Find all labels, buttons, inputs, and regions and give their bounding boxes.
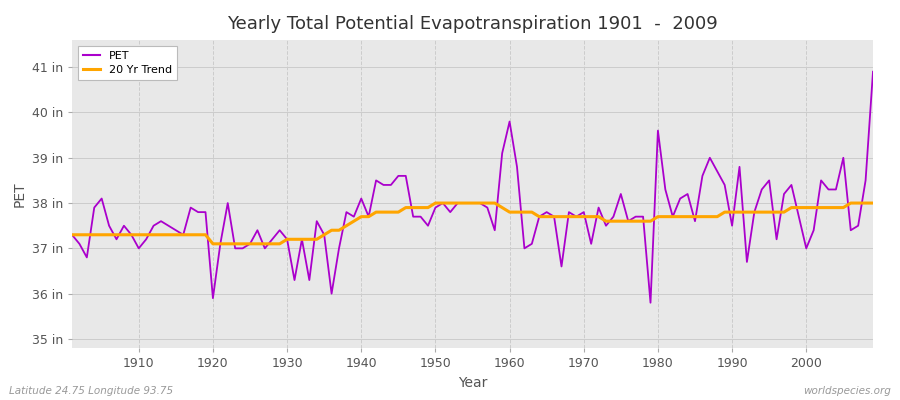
20 Yr Trend xyxy=(126,232,137,237)
Y-axis label: PET: PET xyxy=(13,181,26,207)
Line: PET: PET xyxy=(72,72,873,303)
Title: Yearly Total Potential Evapotranspiration 1901  -  2009: Yearly Total Potential Evapotranspiratio… xyxy=(227,15,718,33)
PET xyxy=(868,69,878,74)
X-axis label: Year: Year xyxy=(458,376,487,390)
20 Yr Trend xyxy=(67,232,77,237)
PET xyxy=(504,119,515,124)
PET xyxy=(289,278,300,282)
20 Yr Trend xyxy=(296,237,307,242)
PET xyxy=(334,246,345,251)
Text: worldspecies.org: worldspecies.org xyxy=(803,386,891,396)
20 Yr Trend xyxy=(341,223,352,228)
20 Yr Trend xyxy=(511,210,522,214)
20 Yr Trend xyxy=(430,201,441,206)
PET xyxy=(645,300,656,305)
Text: Latitude 24.75 Longitude 93.75: Latitude 24.75 Longitude 93.75 xyxy=(9,386,173,396)
PET xyxy=(497,151,508,156)
Legend: PET, 20 Yr Trend: PET, 20 Yr Trend xyxy=(77,46,177,80)
20 Yr Trend xyxy=(608,219,619,224)
20 Yr Trend xyxy=(519,210,530,214)
PET xyxy=(593,205,604,210)
Line: 20 Yr Trend: 20 Yr Trend xyxy=(72,203,873,244)
PET xyxy=(126,232,137,237)
PET xyxy=(67,232,77,237)
20 Yr Trend xyxy=(868,201,878,206)
20 Yr Trend xyxy=(208,242,219,246)
